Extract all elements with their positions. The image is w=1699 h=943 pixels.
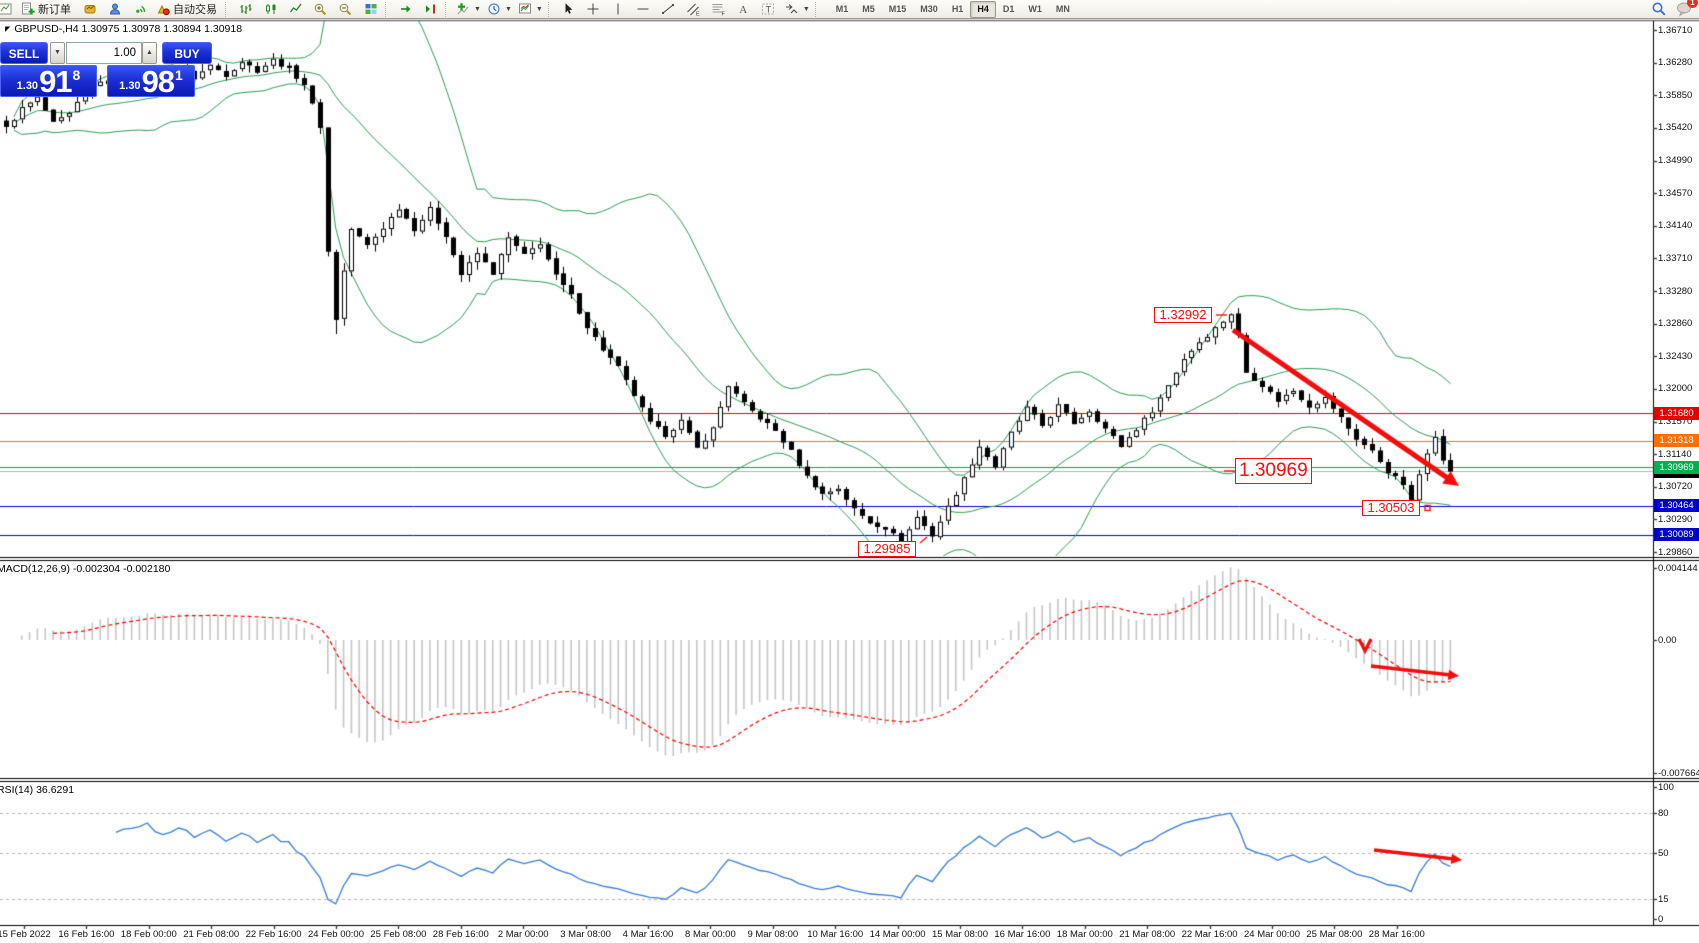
line-chart-icon[interactable] <box>283 0 308 19</box>
svg-text:T: T <box>766 5 772 15</box>
symbol-header: ◤ GBPUSD-,H4 1.30975 1.30978 1.30894 1.3… <box>5 23 242 35</box>
svg-text:E: E <box>696 12 700 17</box>
buy-price-big: 98 <box>141 64 175 99</box>
timeframe-button-d1[interactable]: D1 <box>1002 3 1015 14</box>
timeframe-button-m30[interactable]: M30 <box>920 3 938 14</box>
horizontal-line-icon[interactable] <box>631 0 656 19</box>
indicators-icon[interactable]: ▼ <box>453 0 484 19</box>
signals-icon[interactable] <box>127 0 152 19</box>
data-window-icon[interactable] <box>102 0 127 19</box>
text-label-icon[interactable]: T <box>756 0 781 19</box>
chart-window-icon[interactable] <box>0 0 17 19</box>
search-icon[interactable] <box>1651 1 1667 22</box>
candlestick-chart-icon[interactable] <box>258 0 283 19</box>
tile-windows-icon[interactable] <box>358 0 383 19</box>
chart-templates-icon[interactable]: ▼ <box>515 0 546 19</box>
timeframe-button-mn[interactable]: MN <box>1055 3 1070 14</box>
volume-input[interactable] <box>66 42 142 64</box>
svg-text:F: F <box>721 12 725 17</box>
sell-price-big: 91 <box>39 64 72 99</box>
toolbar-separator <box>385 1 391 17</box>
timeframe-button-h4[interactable]: H4 <box>970 0 996 18</box>
rsi-label: RSI(14) 36.6291 <box>0 784 75 796</box>
fibonacci-icon[interactable]: F <box>706 0 731 19</box>
notifications-icon[interactable]: 1 <box>1676 0 1698 22</box>
chevron-down-icon: ▼ <box>474 5 481 13</box>
crosshair-icon[interactable] <box>581 0 606 19</box>
chevron-down-icon: ▼ <box>535 5 543 13</box>
timeframe-button-m15[interactable]: M15 <box>888 3 907 14</box>
timeframe-button-w1[interactable]: W1 <box>1028 3 1042 14</box>
buy-price-prefix: 1.30 <box>119 80 141 92</box>
timeframe-button-m5[interactable]: M5 <box>862 3 875 14</box>
toolbar-separator <box>814 1 821 17</box>
toolbar-separator <box>225 1 231 17</box>
timeframe-group: M1 M5 M15 M30 H1 H4 D1 W1 MN <box>829 0 1077 18</box>
chevron-down-icon: ▼ <box>802 5 810 13</box>
zoom-in-icon[interactable] <box>308 0 333 19</box>
equidistant-channel-icon[interactable]: E <box>681 0 706 19</box>
toolbar-separator <box>547 1 554 17</box>
svg-text:A: A <box>740 4 748 16</box>
new-order-button[interactable]: 新订单 <box>17 0 77 19</box>
algo-trading-label: 自动交易 <box>173 4 217 16</box>
toolbar: 新订单 自动交易 ▼ ▼ ▼ E <box>0 0 1699 19</box>
market-watch-icon[interactable] <box>77 0 102 19</box>
cursor-icon[interactable] <box>556 0 581 19</box>
toolbar-separator <box>445 1 451 17</box>
volume-decrease-button[interactable]: ▼ <box>50 42 65 64</box>
chart-shift-icon[interactable] <box>418 0 443 19</box>
trendline-icon[interactable] <box>656 0 681 19</box>
bar-chart-icon[interactable] <box>233 0 258 19</box>
auto-scroll-icon[interactable] <box>393 0 418 19</box>
symbol-pointer-icon: ◤ <box>5 26 11 33</box>
sell-price-prefix: 1.30 <box>16 80 39 92</box>
new-order-label: 新订单 <box>38 4 71 16</box>
algo-trading-button[interactable]: 自动交易 <box>152 0 223 19</box>
buy-button[interactable]: BUY <box>162 42 212 64</box>
zoom-out-icon[interactable] <box>333 0 358 19</box>
timeframe-button-m1[interactable]: M1 <box>835 3 849 14</box>
symbol-ohlc-text: GBPUSD-,H4 1.30975 1.30978 1.30894 1.309… <box>14 23 243 35</box>
macd-label: MACD(12,26,9) -0.002304 -0.002180 <box>0 563 171 575</box>
notification-badge: 1 <box>1687 0 1698 8</box>
timeframe-button-h1[interactable]: H1 <box>951 3 964 14</box>
buy-price-pip: 1 <box>175 67 183 83</box>
vertical-line-icon[interactable] <box>606 0 631 19</box>
shapes-arrows-icon[interactable]: ▼ <box>781 0 813 19</box>
text-icon[interactable]: A <box>731 0 756 19</box>
volume-increase-button[interactable]: ▲ <box>142 42 157 64</box>
sell-price-display[interactable]: 1.30 91 8 <box>0 65 97 97</box>
sell-button[interactable]: SELL <box>0 42 48 64</box>
buy-price-display[interactable]: 1.30 98 1 <box>107 65 195 97</box>
chevron-down-icon: ▼ <box>504 5 512 13</box>
timeframes-clock-icon[interactable]: ▼ <box>484 0 515 19</box>
sell-price-pip: 8 <box>72 67 81 83</box>
